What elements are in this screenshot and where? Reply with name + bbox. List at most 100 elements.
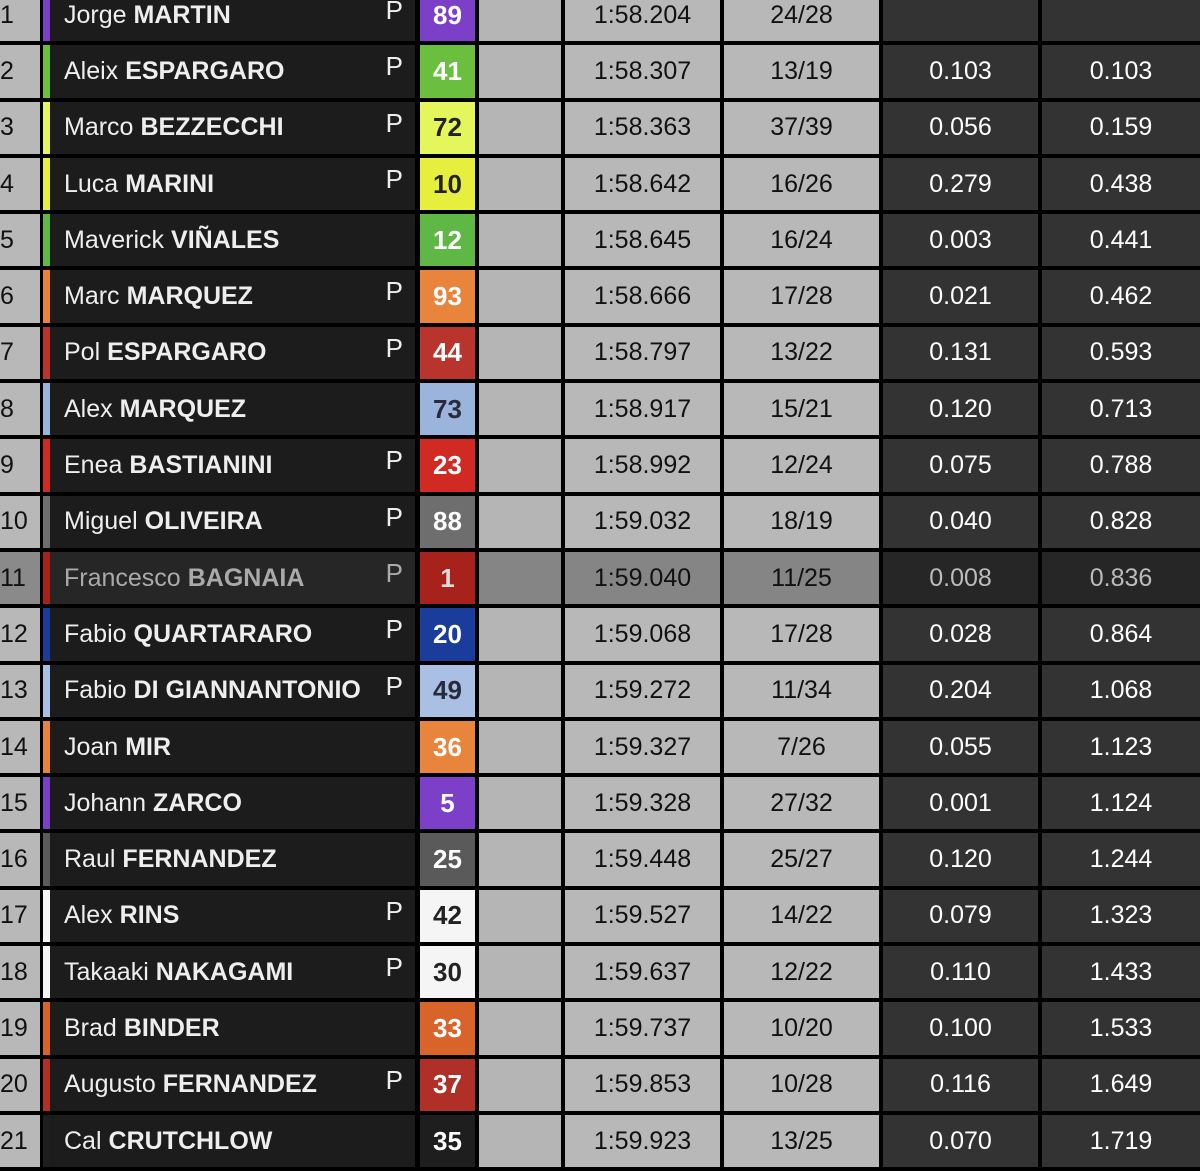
position: 16 [0,833,40,886]
best-lap-time: 1:59.923 [565,1114,720,1168]
empty-cell [479,101,561,154]
table-row[interactable]: 13 Fabio DI GIANNANTONIO P 49 1:59.272 11/34 0.… [0,664,1200,717]
table-row[interactable]: 11 Francesco BAGNAIA P 1 1:59.040 11/25 0.008 0.… [0,551,1200,605]
team-color-stripe [43,1058,50,1111]
gap-previous: 0.055 [883,720,1038,774]
position: 20 [0,1058,40,1111]
table-row[interactable]: 1 Jorge MARTIN P 89 1:58.204 24/28 [0,0,1200,42]
team-color-stripe [43,551,50,605]
pit-flag: P [385,501,403,532]
rider-first-name: Raul [64,845,116,874]
empty-cell [479,1058,561,1111]
gap-first: 0.103 [1042,45,1200,98]
empty-cell [479,608,561,661]
rider-number: 41 [420,45,475,98]
gap-first: 1.533 [1042,1002,1200,1055]
rider-name: Maverick VIÑALES [50,214,415,267]
team-color-stripe [43,0,50,42]
pit-flag: P [385,614,403,645]
table-row[interactable]: 15 Johann ZARCO 5 1:59.328 27/32 0.001 1.124 [0,777,1200,830]
position: 15 [0,777,40,830]
rider-number: 12 [420,214,475,267]
gap-previous: 0.279 [883,157,1038,211]
rider-name: Raul FERNANDEZ [50,833,415,886]
laps: 13/22 [724,326,879,380]
rider-first-name: Augusto [64,1070,156,1099]
laps: 10/28 [724,1058,879,1111]
table-row[interactable]: 12 Fabio QUARTARARO P 20 1:59.068 17/28 0.028 0.… [0,608,1200,661]
rider-last-name: ZARCO [153,788,242,817]
rider-number: 33 [420,1002,475,1055]
table-row[interactable]: 6 Marc MARQUEZ P 93 1:58.666 17/28 0.021 0.462 [0,270,1200,323]
team-color-stripe [43,214,50,267]
rider-first-name: Maverick [64,225,165,254]
rider-last-name: MARQUEZ [126,282,253,311]
rider-first-name: Fabio [64,619,127,648]
table-row[interactable]: 20 Augusto FERNANDEZ P 37 1:59.853 10/28 0.116 1… [0,1058,1200,1111]
rider-name: Jorge MARTIN P [50,0,415,42]
table-row[interactable]: 9 Enea BASTIANINI P 23 1:58.992 12/24 0.075 0.78… [0,439,1200,492]
empty-cell [479,777,561,830]
table-row[interactable]: 16 Raul FERNANDEZ 25 1:59.448 25/27 0.120 1.244 [0,833,1200,886]
position: 14 [0,720,40,774]
team-color-stripe [43,889,50,943]
laps: 16/26 [724,157,879,211]
table-row[interactable]: 7 Pol ESPARGARO P 44 1:58.797 13/22 0.131 0.593 [0,326,1200,380]
rider-number: 1 [420,551,475,605]
gap-first: 0.593 [1042,326,1200,380]
laps: 18/19 [724,495,879,548]
team-color-stripe [43,608,50,661]
rider-last-name: MIR [125,732,172,761]
rider-name: Joan MIR [50,720,415,774]
best-lap-time: 1:59.637 [565,946,720,999]
empty-cell [479,664,561,717]
position: 3 [0,101,40,154]
team-color-stripe [43,1002,50,1055]
gap-previous: 0.070 [883,1114,1038,1168]
rider-name: Miguel OLIVEIRA P [50,495,415,548]
best-lap-time: 1:59.068 [565,608,720,661]
best-lap-time: 1:59.272 [565,664,720,717]
pit-flag: P [385,557,403,588]
rider-last-name: BASTIANINI [129,451,273,480]
rider-name: Luca MARINI P [50,157,415,211]
table-row[interactable]: 2 Aleix ESPARGARO P 41 1:58.307 13/19 0.103 0.10… [0,45,1200,98]
best-lap-time: 1:58.642 [565,157,720,211]
table-row[interactable]: 21 Cal CRUTCHLOW 35 1:59.923 13/25 0.070 1.719 [0,1114,1200,1168]
team-color-stripe [43,326,50,380]
rider-number: 25 [420,833,475,886]
gap-first: 0.441 [1042,214,1200,267]
pit-flag: P [385,276,403,307]
table-row[interactable]: 18 Takaaki NAKAGAMI P 30 1:59.637 12/22 0.110 1.… [0,946,1200,999]
rider-number: 72 [420,101,475,154]
table-row[interactable]: 8 Alex MARQUEZ 73 1:58.917 15/21 0.120 0.713 [0,383,1200,436]
best-lap-time: 1:58.797 [565,326,720,380]
rider-number: 36 [420,720,475,774]
gap-previous: 0.100 [883,1002,1038,1055]
gap-previous: 0.131 [883,326,1038,380]
laps: 14/22 [724,889,879,943]
rider-number: 23 [420,439,475,492]
position: 17 [0,889,40,943]
empty-cell [479,439,561,492]
rider-first-name: Cal [64,1126,102,1155]
table-row[interactable]: 10 Miguel OLIVEIRA P 88 1:59.032 18/19 0.040 0.8… [0,495,1200,548]
team-color-stripe [43,946,50,999]
table-row[interactable]: 3 Marco BEZZECCHI P 72 1:58.363 37/39 0.056 0.15… [0,101,1200,154]
table-row[interactable]: 5 Maverick VIÑALES 12 1:58.645 16/24 0.003 0.44… [0,214,1200,267]
pit-flag: P [385,163,403,194]
table-row[interactable]: 14 Joan MIR 36 1:59.327 7/26 0.055 1.123 [0,720,1200,774]
rider-number: 10 [420,157,475,211]
pit-flag: P [385,1064,403,1095]
position: 10 [0,495,40,548]
gap-first: 1.323 [1042,889,1200,943]
table-row[interactable]: 17 Alex RINS P 42 1:59.527 14/22 0.079 1.323 [0,889,1200,943]
pit-flag: P [385,445,403,476]
table-row[interactable]: 4 Luca MARINI P 10 1:58.642 16/26 0.279 0.438 [0,157,1200,211]
gap-first: 0.828 [1042,495,1200,548]
table-row[interactable]: 19 Brad BINDER 33 1:59.737 10/20 0.100 1.533 [0,1002,1200,1055]
laps: 12/24 [724,439,879,492]
pit-flag: P [385,952,403,983]
rider-last-name: DI GIANNANTONIO [133,676,361,705]
gap-first: 1.068 [1042,664,1200,717]
